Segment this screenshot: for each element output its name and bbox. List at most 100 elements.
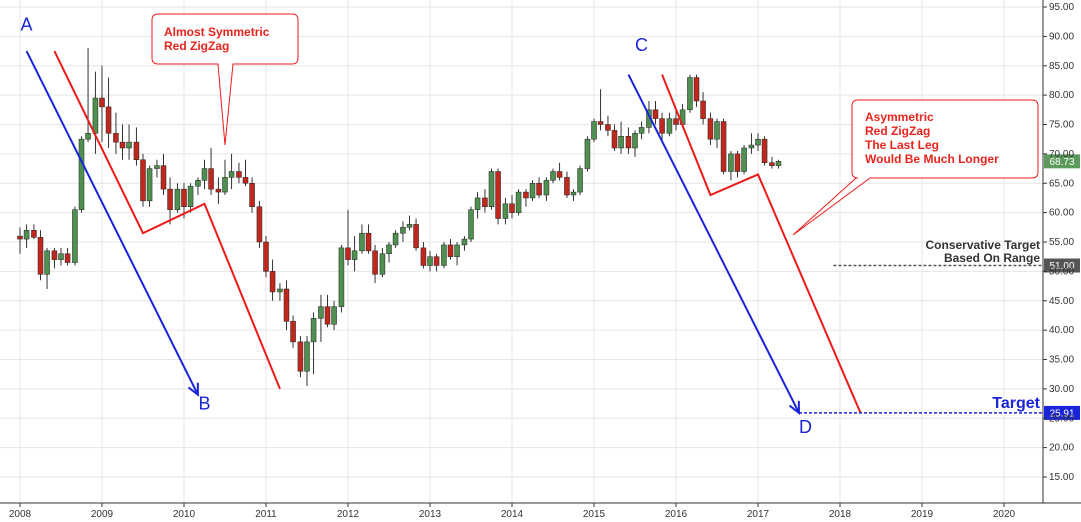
overlays: A B C D 51.00 25.91 68.73: [21, 15, 1080, 437]
x-tick-label: 2016: [665, 509, 688, 520]
level-tag-target: [1044, 405, 1080, 420]
y-tick-label: 75.00: [1049, 120, 1074, 131]
x-tick-label: 2014: [501, 509, 524, 520]
y-tick-label: 45.00: [1049, 296, 1074, 307]
level-tag-text-conservative: 51.00: [1049, 261, 1074, 272]
candle-body: [556, 171, 563, 178]
red-zigzag-1: [53, 50, 281, 390]
candle-body: [208, 168, 214, 190]
y-tick-label: 20.00: [1049, 443, 1074, 454]
candle-body: [468, 209, 474, 240]
candle-body: [700, 100, 706, 119]
candle-body: [31, 230, 37, 238]
candle-body: [331, 306, 337, 325]
candle-body: [734, 153, 741, 172]
wave-label-a: A: [21, 15, 33, 35]
candle-body: [509, 203, 515, 213]
candle-body: [140, 159, 146, 202]
candle-body: [673, 118, 679, 125]
x-tick-label: 2009: [91, 509, 114, 520]
candle-body: [386, 244, 392, 254]
candle-body: [550, 171, 556, 181]
y-tick-label: 30.00: [1049, 384, 1074, 395]
y-tick-label: 70.00: [1049, 149, 1074, 160]
candle-body: [400, 227, 406, 234]
wave-label-c: C: [635, 35, 648, 55]
x-tick-label: 2017: [747, 509, 770, 520]
callout-right-line4: Would Be Much Longer: [865, 152, 999, 166]
y-tick-label: 15.00: [1049, 472, 1074, 483]
candle-body: [748, 144, 755, 149]
y-tick-label: 95.00: [1049, 2, 1074, 13]
candle-body: [597, 121, 604, 125]
candle-body: [482, 197, 488, 207]
candle-body: [659, 118, 665, 134]
candle-body: [78, 138, 85, 210]
candle-body: [441, 244, 447, 266]
candle-body: [433, 256, 440, 266]
candle-body: [126, 141, 132, 149]
candle-body: [515, 191, 522, 213]
x-tick-label: 2013: [419, 509, 442, 520]
candle-body: [618, 136, 624, 149]
candle-body: [666, 118, 673, 134]
candle-body: [495, 171, 501, 219]
candle-body: [693, 77, 700, 102]
candle-body: [345, 247, 351, 260]
candle-body: [454, 244, 460, 257]
candle-body: [228, 171, 235, 178]
candle-body: [372, 250, 378, 275]
candle-body: [160, 165, 167, 190]
last-price-tag-text: 68.73: [1049, 157, 1074, 168]
candle-body: [58, 253, 64, 260]
candle-body: [447, 244, 454, 257]
candle-body: [761, 138, 768, 163]
callout-left: Almost Symmetric Red ZigZag: [151, 13, 299, 146]
candle-body: [427, 256, 433, 266]
candle-body: [283, 288, 290, 322]
blue-arrow-ab-head: [187, 382, 199, 397]
x-tick-label: 2019: [911, 509, 934, 520]
candle-body: [502, 203, 509, 219]
candle-body: [269, 271, 276, 293]
candle-body: [413, 224, 419, 249]
callout-right-line1: Asymmetric: [865, 110, 934, 124]
candle-body: [392, 232, 399, 246]
candle-body: [113, 133, 119, 143]
candle-body: [625, 136, 632, 149]
candle-body: [99, 97, 105, 108]
callout-left-bubble: [151, 13, 299, 146]
last-price-tag: [1044, 154, 1080, 169]
candle-body: [570, 191, 577, 196]
candle-body: [187, 185, 194, 207]
candle-body: [379, 253, 386, 275]
candle-body: [420, 247, 427, 266]
candle-body: [201, 168, 208, 181]
candle-body: [263, 241, 269, 272]
candle-body: [351, 250, 358, 260]
candle-body: [242, 177, 249, 184]
candle-body: [23, 230, 30, 240]
candle-body: [564, 177, 570, 196]
target-label: Target: [992, 395, 1040, 412]
candle-body: [64, 253, 71, 263]
level-tag-text-target: 25.91: [1049, 408, 1074, 419]
candle-body: [146, 168, 153, 202]
blue-arrow-ab-line: [25, 50, 199, 396]
wave-label-d: D: [799, 417, 812, 437]
candle-body: [318, 306, 324, 319]
candle-body: [51, 250, 58, 260]
y-tick-label: 35.00: [1049, 355, 1074, 366]
candle-body: [181, 188, 187, 207]
candle-body: [338, 247, 345, 307]
candle-body: [236, 171, 242, 178]
candle-body: [249, 183, 255, 207]
candle-body: [775, 161, 782, 166]
candle-body: [174, 188, 181, 210]
candle-body: [707, 118, 714, 140]
candles: [17, 48, 782, 386]
candle-body: [222, 177, 228, 193]
